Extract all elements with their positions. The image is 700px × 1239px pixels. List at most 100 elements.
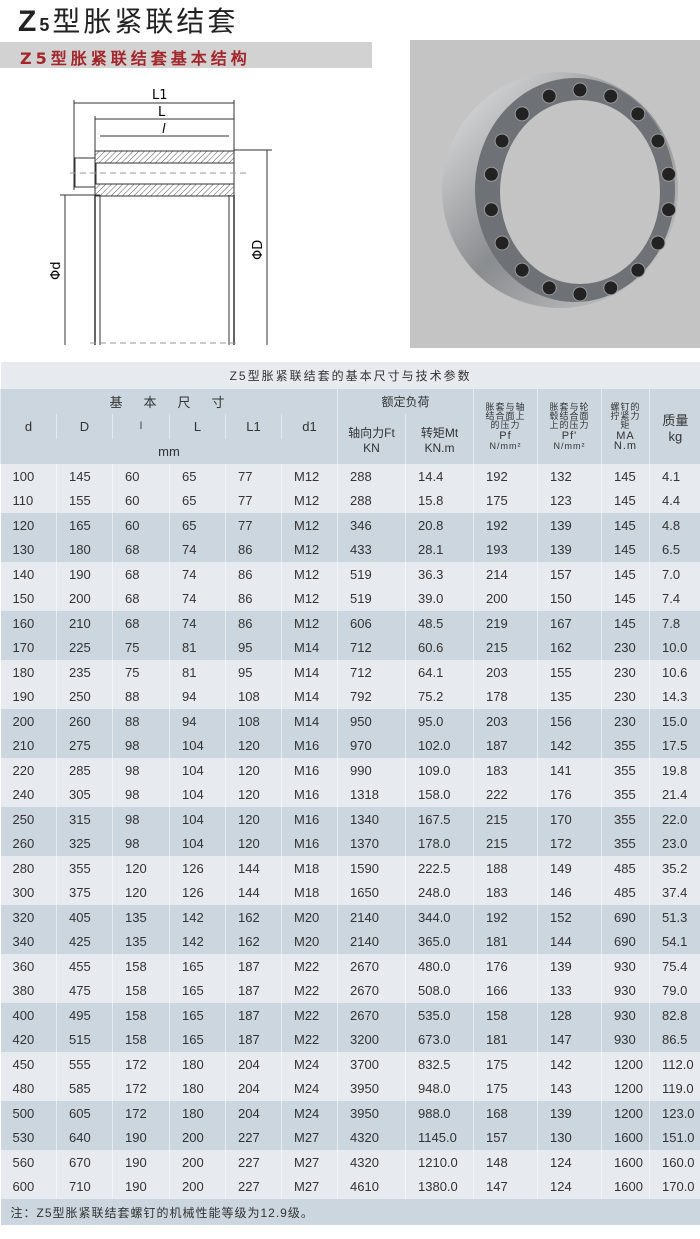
table-cell: 158 [473, 1003, 538, 1028]
table-note: 注：Z5型胀紧联结套螺钉的机械性能等级为12.9级。 [0, 1199, 700, 1225]
table-cell: 585 [56, 1076, 113, 1101]
table-cell: 120 [112, 856, 170, 881]
table-cell: 485 [601, 856, 650, 881]
table-cell: 144 [537, 929, 602, 954]
bolt-head [494, 235, 510, 251]
table-cell: M14 [281, 684, 338, 709]
table-cell: M16 [281, 831, 338, 856]
table-row: 190 250 88 94 108 M14 792 75.2 178 135 230 14.3 [0, 684, 700, 709]
table-cell: 95.0 [405, 709, 474, 734]
table-row: 400 495 158 165 187 M22 2670 535.0 158 128 930 82.8 [0, 1003, 700, 1028]
table-cell: 155 [537, 660, 602, 685]
table-cell: 260 [56, 709, 113, 734]
table-row: 150 200 68 74 86 M12 519 39.0 200 150 145 7.4 [0, 586, 700, 611]
table-cell: 100 [0, 464, 57, 489]
table-cell: 172 [112, 1052, 170, 1077]
label-L: L [158, 105, 166, 120]
table-row: 600 710 190 200 227 M27 4610 1380.0 147 124 1600 17… [0, 1174, 700, 1199]
table-row: 130 180 68 74 86 M12 433 28.1 193 139 145 6.5 [0, 537, 700, 562]
table-cell: 28.1 [405, 537, 474, 562]
table-cell: 300 [0, 880, 57, 905]
table-cell: 37.4 [648, 880, 700, 905]
table-cell: M27 [281, 1125, 338, 1150]
table-cell: 74 [169, 611, 226, 636]
table-cell: 495 [56, 1003, 113, 1028]
table-cell: 108 [225, 709, 282, 734]
table-cell: 172 [112, 1076, 170, 1101]
table-cell: 126 [169, 880, 226, 905]
table-cell: M12 [281, 611, 338, 636]
header-L: L [169, 414, 226, 439]
table-cell: 193 [473, 537, 538, 562]
table-cell: 75 [112, 660, 170, 685]
table-cell: 344.0 [405, 905, 474, 930]
table-cell: 515 [56, 1027, 113, 1052]
table-cell: 176 [537, 782, 602, 807]
table-cell: 77 [225, 464, 282, 489]
header-pf2: 胀套与轮毂结合面上的压力 Pf' N/mm² [537, 389, 602, 464]
table-cell: 210 [56, 611, 113, 636]
table-cell: 165 [169, 1003, 226, 1028]
table-cell: 170 [0, 635, 57, 660]
table-cell: 187 [225, 978, 282, 1003]
table-cell: 560 [0, 1150, 57, 1175]
table-cell: 81 [169, 635, 226, 660]
table-cell: 128 [537, 1003, 602, 1028]
table-cell: 82.8 [648, 1003, 700, 1028]
table-cell: 145 [56, 464, 113, 489]
table-cell: 187 [225, 954, 282, 979]
table-cell: 75 [112, 635, 170, 660]
header-ft: 轴向力Ft KN [337, 414, 406, 464]
table-cell: 147 [537, 1027, 602, 1052]
table-cell: 315 [56, 807, 113, 832]
table-cell: 162 [225, 929, 282, 954]
table-cell: 200 [169, 1125, 226, 1150]
table-cell: 530 [0, 1125, 57, 1150]
table-cell: 4.4 [648, 488, 700, 513]
table-cell: 288 [337, 464, 406, 489]
table-cell: M18 [281, 856, 338, 881]
table-cell: 123 [537, 488, 602, 513]
table-cell: M12 [281, 537, 338, 562]
table-cell: 145 [601, 586, 650, 611]
table-cell: 340 [0, 929, 57, 954]
table-row: 480 585 172 180 204 M24 3950 948.0 175 143 1200 119… [0, 1076, 700, 1101]
table-cell: 165 [56, 513, 113, 538]
table-row: 420 515 158 165 187 M22 3200 673.0 181 147 930 86.5 [0, 1027, 700, 1052]
table-cell: 109.0 [405, 758, 474, 783]
table-cell: 39.0 [405, 586, 474, 611]
table-cell: 180 [169, 1052, 226, 1077]
table-cell: M24 [281, 1076, 338, 1101]
table-cell: 166 [473, 978, 538, 1003]
table-cell: 98 [112, 782, 170, 807]
table-cell: 3950 [337, 1076, 406, 1101]
table-cell: 204 [225, 1076, 282, 1101]
table-cell: 95 [225, 635, 282, 660]
table-caption: Z5型胀紧联结套的基本尺寸与技术参数 [0, 362, 700, 389]
table-cell: 480.0 [405, 954, 474, 979]
table-cell: 230 [601, 660, 650, 685]
header-ma: 螺钉的拧紧力矩 MA N.m [601, 389, 650, 464]
table-cell: 145 [601, 464, 650, 489]
label-d: Φd [49, 262, 64, 280]
table-cell: 375 [56, 880, 113, 905]
table-cell: 74 [169, 562, 226, 587]
table-cell: 143 [537, 1076, 602, 1101]
bolt-head [572, 286, 588, 302]
table-row: 120 165 60 65 77 M12 346 20.8 192 139 145 4.8 [0, 513, 700, 538]
table-cell: 222 [473, 782, 538, 807]
table-cell: 180 [0, 660, 57, 685]
table-cell: 98 [112, 807, 170, 832]
table-cell: 120 [225, 782, 282, 807]
table-cell: 181 [473, 1027, 538, 1052]
table-cell: 158 [112, 1027, 170, 1052]
label-L1: L1 [152, 88, 168, 103]
table-cell: 135 [112, 905, 170, 930]
table-cell: 120 [225, 807, 282, 832]
table-cell: 2140 [337, 929, 406, 954]
table-row: 170 225 75 81 95 M14 712 60.6 215 162 230 10.0 [0, 635, 700, 660]
table-cell: 172 [112, 1101, 170, 1126]
table-cell: 219 [473, 611, 538, 636]
table-cell: 200 [0, 709, 57, 734]
table-cell: 225 [56, 635, 113, 660]
